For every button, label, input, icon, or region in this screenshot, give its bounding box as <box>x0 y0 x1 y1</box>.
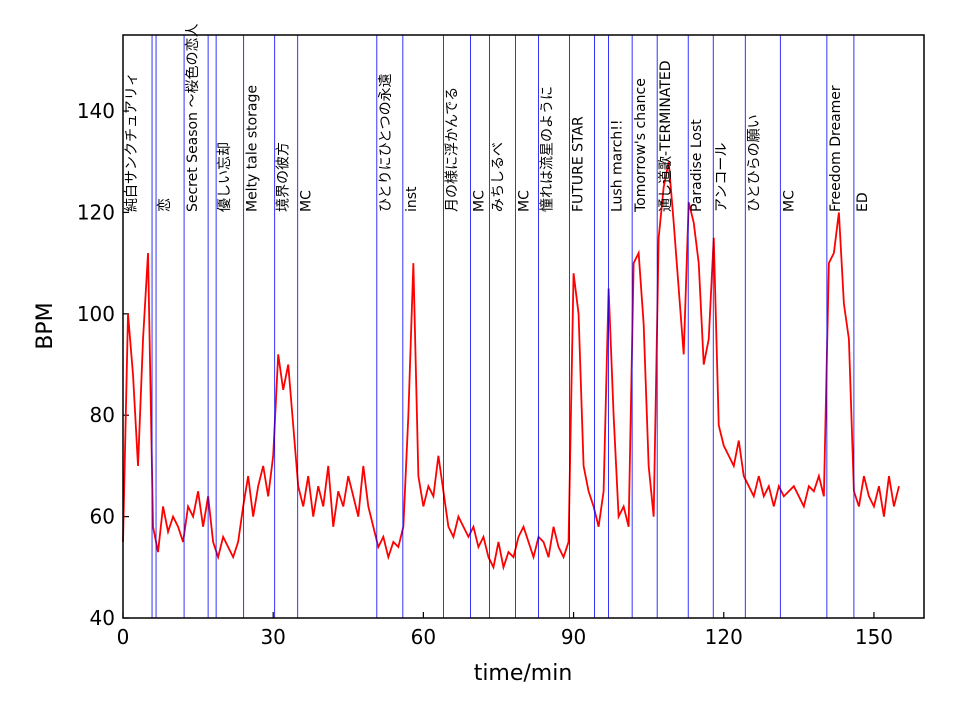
section-label: 通し道歌-TERMINATED <box>658 60 674 212</box>
section-label: MC <box>471 190 487 212</box>
y-tick-label: 140 <box>77 99 115 123</box>
y-tick-label: 60 <box>90 505 115 529</box>
section-label: ED <box>855 192 871 212</box>
section-label: Melty tale storage <box>245 85 261 212</box>
plot-frame <box>122 34 925 619</box>
y-axis-label: BPM <box>33 302 58 349</box>
x-tick-label: 0 <box>117 625 130 649</box>
section-label: FUTURE STAR <box>571 116 587 212</box>
x-tick-label: 30 <box>260 625 285 649</box>
section-label: MC <box>781 190 797 212</box>
x-tick-label: 120 <box>705 625 743 649</box>
x-tick-label: 150 <box>855 625 893 649</box>
y-tick-label: 100 <box>77 302 115 326</box>
bpm-line <box>122 161 900 571</box>
y-tick-label: 40 <box>90 606 115 630</box>
section-label: 憧れは流星のように <box>540 86 556 212</box>
section-label: Tomorrow's chance <box>633 78 649 213</box>
section-label: ひとりにひとつの永遠 <box>378 73 394 212</box>
section-label: みちしるべ <box>490 142 506 212</box>
section-label: 優しい忘却 <box>217 142 233 212</box>
section-label: Secret Season ～桜色の恋人 <box>184 24 201 212</box>
section-label: 境界の彼方 <box>276 142 292 212</box>
section-label: MC <box>516 190 532 212</box>
section-label: 恋 <box>156 198 173 212</box>
section-label: inst <box>404 186 420 212</box>
section-label: 純白サンクチュアリィ <box>124 72 140 212</box>
section-label: ひとひらの願い <box>746 114 762 212</box>
section-label: MC <box>299 190 315 212</box>
section-label: 月の様に浮かんでる <box>444 87 460 212</box>
x-tick-label: 90 <box>561 625 586 649</box>
y-tick-label: 80 <box>90 403 115 427</box>
y-tick-label: 120 <box>77 200 115 224</box>
x-axis-label: time/min <box>474 661 573 686</box>
section-label: アンコール <box>714 143 730 212</box>
section-label: Lush march!! <box>610 119 626 212</box>
x-tick-label: 60 <box>411 625 436 649</box>
section-label: Paradise Lost <box>689 119 705 212</box>
section-label: Freedom Dreamer <box>828 85 844 212</box>
